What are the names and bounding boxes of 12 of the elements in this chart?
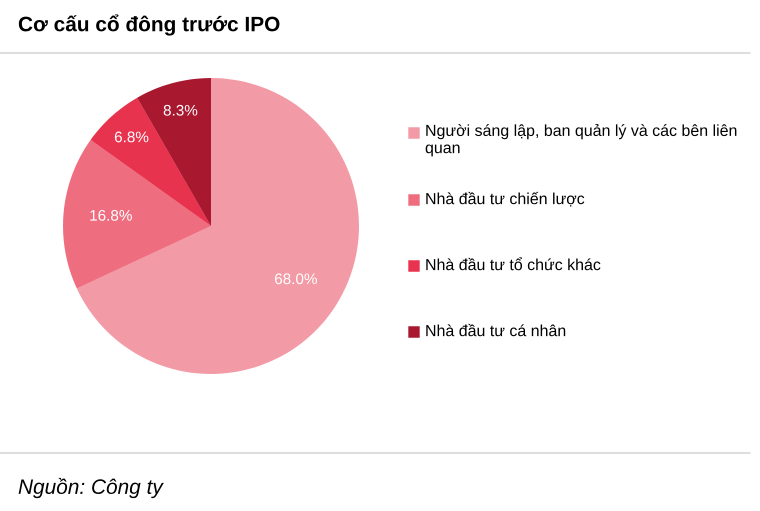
data-label: 16.8% (90, 210, 132, 221)
data-label: 6.8% (114, 132, 148, 142)
pie-slice (90, 98, 211, 226)
pie-slice (76, 78, 359, 374)
data-label: 68.0% (274, 273, 317, 284)
legend-label: Nhà đầu tư tổ chức khác (426, 257, 600, 270)
legend-label: Nhà đầu tư chiến lược (426, 192, 584, 207)
chart-title: Cơ cấu cổ đông trước IPO (18, 14, 280, 36)
legend-label: Người sáng lập, ban quản lý và các bên liên quan (426, 124, 736, 156)
legend-label: Nhà đầu tư cá nhân (426, 324, 566, 336)
data-label: 8.3% (164, 104, 198, 116)
text: Nguồn: Công ty (18, 478, 164, 498)
